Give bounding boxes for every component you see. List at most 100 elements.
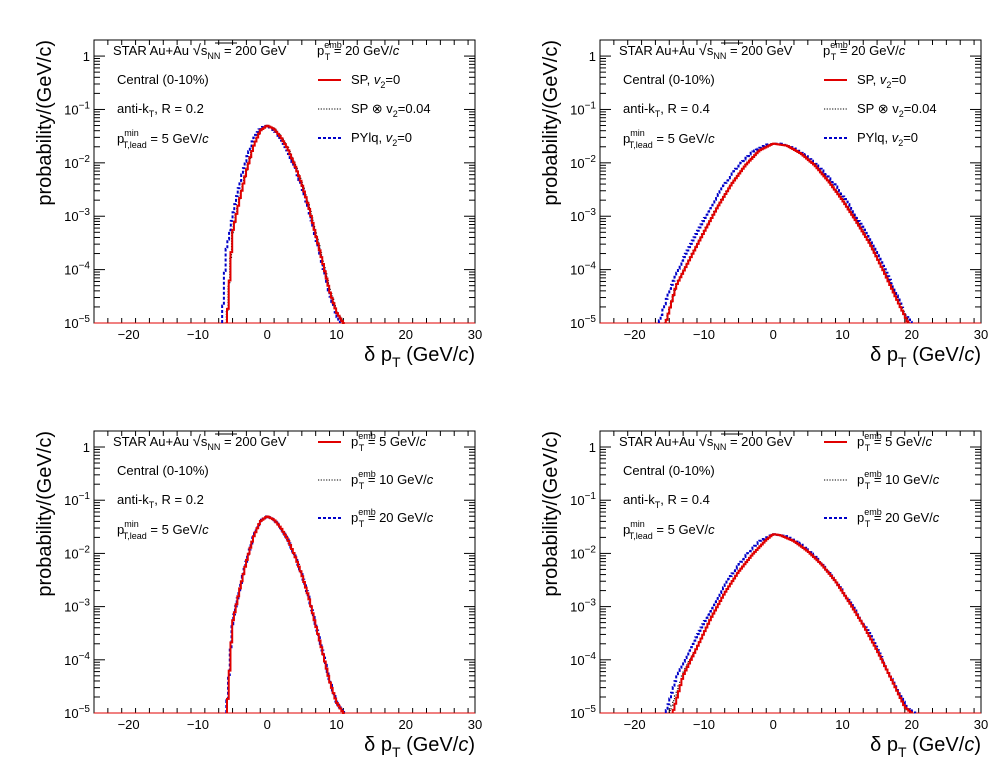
x-tick-label: 30 xyxy=(974,327,988,342)
legend-label: SP, v2=0 xyxy=(351,72,400,90)
y-tick-label: 10−4 xyxy=(570,651,596,668)
data-point xyxy=(710,206,711,207)
data-point xyxy=(336,702,337,703)
x-tick-label: 30 xyxy=(468,717,482,732)
x-tick-label: 10 xyxy=(835,717,849,732)
annotation-lead-cut: pmin T,lead = 5 GeV/c xyxy=(623,128,715,150)
y-tick-label: 10−1 xyxy=(570,491,596,508)
legend-label: SP ⊗ v2=0.04 xyxy=(857,101,937,119)
y-tick-label: 1 xyxy=(589,440,596,455)
x-tick-label: 10 xyxy=(329,717,343,732)
y-tick-label: 10−4 xyxy=(64,651,90,668)
x-tick-label: 0 xyxy=(770,327,777,342)
data-point xyxy=(239,200,240,201)
data-point xyxy=(336,312,337,313)
x-tick-label: 30 xyxy=(468,327,482,342)
data-point xyxy=(274,128,275,129)
data-point xyxy=(835,185,836,186)
legend-label: PYlq, v2=0 xyxy=(857,130,918,148)
data-point xyxy=(786,536,787,537)
data-point xyxy=(773,534,774,535)
data-point xyxy=(672,712,673,713)
annotation-experiment: STAR Au+Au √sNN = 200 GeV xyxy=(619,433,793,452)
series-line xyxy=(225,515,346,713)
data-point xyxy=(870,244,871,245)
annotation-experiment: STAR Au+Au √sNN = 200 GeV xyxy=(113,433,287,452)
data-point xyxy=(226,712,227,713)
data-point xyxy=(856,221,857,222)
data-point xyxy=(752,554,753,555)
data-point xyxy=(343,322,344,323)
data-point xyxy=(267,125,268,126)
x-tick-label: 10 xyxy=(835,327,849,342)
data-point xyxy=(842,200,843,201)
data-point xyxy=(329,290,330,291)
data-point xyxy=(908,322,909,323)
y-tick-label: 1 xyxy=(83,49,90,64)
y-tick-label: 10−5 xyxy=(64,704,90,721)
y-tick-label: 10−3 xyxy=(64,207,90,224)
data-point xyxy=(253,537,254,538)
series-line xyxy=(664,142,910,323)
legend-label: pemb T = 5 GeV/c xyxy=(351,431,427,453)
x-tick-label: −10 xyxy=(187,327,209,342)
legend-label: pemb T = 5 GeV/c xyxy=(857,431,933,453)
data-point xyxy=(766,539,767,540)
x-tick-label: −20 xyxy=(118,717,140,732)
y-axis-label: probability/(GeV/c) xyxy=(34,40,56,206)
data-point xyxy=(876,650,877,651)
data-point xyxy=(301,183,302,184)
series-line xyxy=(226,515,345,714)
data-point xyxy=(724,592,725,593)
data-point xyxy=(232,216,233,217)
legend-label: SP ⊗ v2=0.04 xyxy=(351,101,431,119)
annotation-lead-cut: pmin T,lead = 5 GeV/c xyxy=(117,519,209,541)
data-point xyxy=(676,678,677,679)
data-point xyxy=(849,205,850,206)
annotation-lead-cut: pmin T,lead = 5 GeV/c xyxy=(117,128,209,150)
y-tick-label: 10−5 xyxy=(570,704,596,721)
data-point xyxy=(322,651,323,652)
annotation-experiment: STAR Au+Au √sNN = 200 GeV xyxy=(113,42,287,61)
data-point xyxy=(821,564,822,565)
x-tick-label: 0 xyxy=(264,327,271,342)
data-point xyxy=(717,206,718,207)
series-line xyxy=(225,125,345,324)
data-point xyxy=(876,253,877,254)
data-point xyxy=(911,322,912,323)
y-tick-label: 10−2 xyxy=(570,154,596,171)
y-tick-label: 10−1 xyxy=(64,100,90,117)
y-tick-label: 10−2 xyxy=(570,544,596,561)
data-point xyxy=(665,322,666,323)
x-tick-label: 20 xyxy=(398,327,412,342)
data-point xyxy=(343,712,344,713)
data-point xyxy=(683,675,684,676)
x-tick-label: 0 xyxy=(770,717,777,732)
data-point xyxy=(232,232,233,233)
data-point xyxy=(246,561,247,562)
data-point xyxy=(710,618,711,619)
annotation-algorithm: anti-kT, R = 0.4 xyxy=(623,101,710,119)
annotation-lead-cut: pmin T,lead = 5 GeV/c xyxy=(623,519,715,541)
data-point xyxy=(232,622,233,623)
x-tick-label: 10 xyxy=(329,327,343,342)
chart-panel-top-left: −20 −10 0 10 20 30 1 10−1 10−2 10−3 10−4 10−5 probab… xyxy=(34,39,482,370)
chart-panel-bottom-right: −20 −10 0 10 20 30 1 10−1 10−2 10−3 10−4 10−5 probab… xyxy=(540,430,988,760)
data-point xyxy=(689,648,690,649)
data-point xyxy=(322,261,323,262)
data-point xyxy=(738,165,739,166)
data-point xyxy=(315,624,316,625)
data-point xyxy=(703,622,704,623)
x-tick-label: −10 xyxy=(693,717,715,732)
data-point xyxy=(883,271,884,272)
data-point xyxy=(267,516,268,517)
data-point xyxy=(904,706,905,707)
y-axis-label: probability/(GeV/c) xyxy=(34,431,56,597)
y-tick-label: 1 xyxy=(589,49,596,64)
data-point xyxy=(835,581,836,582)
y-tick-label: 10−2 xyxy=(64,154,90,171)
y-tick-label: 10−3 xyxy=(570,207,596,224)
series-line xyxy=(668,533,913,713)
x-tick-label: 30 xyxy=(974,717,988,732)
